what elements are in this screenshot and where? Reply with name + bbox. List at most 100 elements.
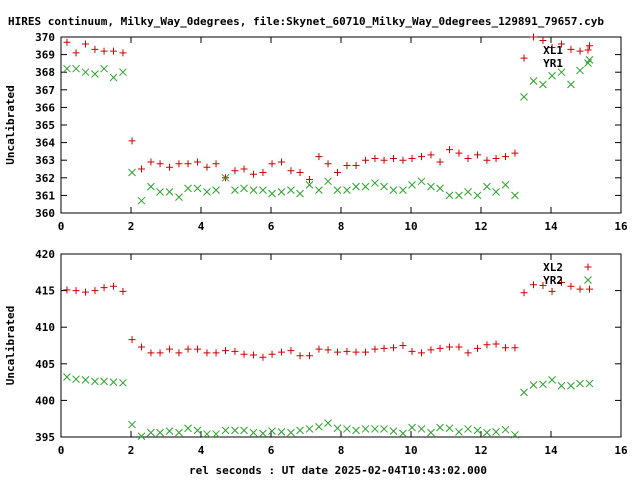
data-point-xl2 bbox=[184, 345, 192, 353]
data-point-xl2 bbox=[586, 285, 593, 293]
data-point-xl2 bbox=[138, 343, 145, 351]
data-point-yr1 bbox=[231, 186, 239, 194]
data-point-xl2 bbox=[520, 289, 528, 297]
data-point-xl1 bbox=[324, 160, 332, 168]
data-point-yr2 bbox=[324, 419, 332, 427]
data-point-xl1 bbox=[502, 153, 509, 161]
data-point-yr1 bbox=[287, 186, 295, 194]
data-point-yr2 bbox=[156, 428, 164, 437]
data-point-yr1 bbox=[539, 80, 547, 89]
data-point-yr2 bbox=[417, 425, 426, 433]
data-point-xl2 bbox=[175, 349, 183, 357]
data-point-yr2 bbox=[483, 428, 491, 437]
data-point-xl1 bbox=[250, 170, 257, 178]
data-point-yr2 bbox=[296, 426, 304, 435]
data-point-xl2 bbox=[268, 350, 276, 358]
data-point-yr1 bbox=[455, 191, 463, 200]
data-point-yr2 bbox=[100, 377, 108, 386]
y-tick-label: 410 bbox=[35, 321, 55, 334]
data-point-yr1 bbox=[529, 77, 538, 85]
data-point-yr1 bbox=[128, 168, 136, 177]
top-panel: 0 2 4 6 8 10 12 14 16 360 361 362 363 364 365 366 367 368… bbox=[4, 31, 628, 233]
legend-label-xl1: XL1 bbox=[543, 44, 563, 57]
data-point-xl1 bbox=[278, 158, 285, 166]
data-point-xl1 bbox=[147, 158, 155, 166]
y-tick-label: 370 bbox=[35, 31, 55, 44]
data-point-yr1 bbox=[436, 184, 444, 193]
data-point-yr2 bbox=[231, 426, 239, 435]
legend-marker-xl1 bbox=[584, 46, 592, 54]
data-point-xl1 bbox=[72, 49, 80, 57]
y-tick-label: 366 bbox=[35, 101, 55, 114]
data-point-yr2 bbox=[427, 428, 435, 437]
data-point-xl1 bbox=[63, 38, 71, 46]
data-point-xl1 bbox=[306, 176, 313, 184]
data-point-yr2 bbox=[305, 425, 314, 433]
y-tick-label: 367 bbox=[35, 84, 55, 97]
data-point-yr2 bbox=[361, 425, 370, 433]
y-tick-label: 395 bbox=[35, 431, 55, 444]
x-tick-label: 14 bbox=[544, 220, 558, 233]
data-point-xl2 bbox=[231, 347, 239, 355]
data-point-yr1 bbox=[417, 177, 426, 186]
data-point-xl2 bbox=[427, 346, 435, 354]
data-point-yr2 bbox=[380, 425, 388, 433]
data-point-xl1 bbox=[464, 154, 472, 162]
data-point-xl2 bbox=[222, 347, 229, 355]
data-point-yr1 bbox=[511, 191, 519, 200]
data-point-xl1 bbox=[586, 42, 593, 50]
data-point-yr1 bbox=[473, 191, 482, 200]
data-point-xl2 bbox=[418, 349, 425, 357]
data-point-yr1 bbox=[268, 189, 276, 198]
x-tick-label: 4 bbox=[198, 444, 205, 457]
legend-label-yr2: YR2 bbox=[543, 274, 563, 287]
data-point-yr2 bbox=[389, 427, 398, 435]
data-point-yr2 bbox=[557, 381, 566, 390]
data-point-yr1 bbox=[100, 64, 108, 73]
data-point-xl1 bbox=[436, 158, 444, 166]
y-tick-label: 363 bbox=[35, 154, 55, 167]
data-point-yr1 bbox=[137, 196, 146, 205]
y-axis-label: Uncalibrated bbox=[4, 85, 17, 164]
x-tick-label: 16 bbox=[614, 220, 628, 233]
data-point-yr2 bbox=[119, 378, 127, 387]
data-point-yr2 bbox=[184, 424, 192, 433]
data-point-xl2 bbox=[72, 287, 80, 295]
data-point-yr2 bbox=[81, 376, 90, 384]
data-point-xl1 bbox=[371, 154, 379, 162]
legend-marker-xl2 bbox=[584, 263, 592, 271]
data-point-yr1 bbox=[277, 188, 286, 196]
data-point-xl1 bbox=[548, 44, 556, 52]
data-point-yr2 bbox=[137, 432, 146, 441]
data-point-yr2 bbox=[193, 426, 202, 435]
figure-title: HIRES continuum, Milky_Way_0degrees, fil… bbox=[8, 15, 604, 28]
data-point-yr1 bbox=[492, 188, 500, 196]
data-point-xl2 bbox=[502, 344, 509, 352]
data-point-yr2 bbox=[259, 429, 267, 438]
data-point-xl1 bbox=[91, 45, 99, 53]
data-point-yr2 bbox=[529, 381, 538, 389]
data-point-yr1 bbox=[91, 70, 99, 78]
data-point-yr1 bbox=[240, 184, 248, 193]
data-point-yr1 bbox=[445, 191, 454, 200]
data-point-yr1 bbox=[343, 186, 351, 194]
data-point-xl1 bbox=[100, 47, 108, 55]
data-point-xl1 bbox=[296, 169, 304, 177]
data-point-yr1 bbox=[259, 186, 267, 194]
data-point-xl1 bbox=[492, 154, 500, 162]
data-point-xl1 bbox=[212, 160, 220, 168]
data-point-xl2 bbox=[455, 343, 463, 351]
x-tick-label: 8 bbox=[338, 444, 345, 457]
y-tick-label: 365 bbox=[35, 119, 55, 132]
data-point-xl1 bbox=[483, 156, 491, 164]
data-point-yr1 bbox=[81, 68, 90, 77]
x-tick-label: 12 bbox=[474, 220, 487, 233]
data-point-xl2 bbox=[156, 349, 164, 357]
data-point-xl1 bbox=[446, 146, 453, 154]
data-point-xl2 bbox=[548, 287, 556, 295]
data-point-xl2 bbox=[390, 344, 397, 352]
data-point-xl1 bbox=[530, 33, 537, 41]
data-point-xl2 bbox=[119, 287, 127, 295]
legend-marker-yr1 bbox=[584, 59, 592, 67]
data-point-xl1 bbox=[380, 156, 388, 164]
